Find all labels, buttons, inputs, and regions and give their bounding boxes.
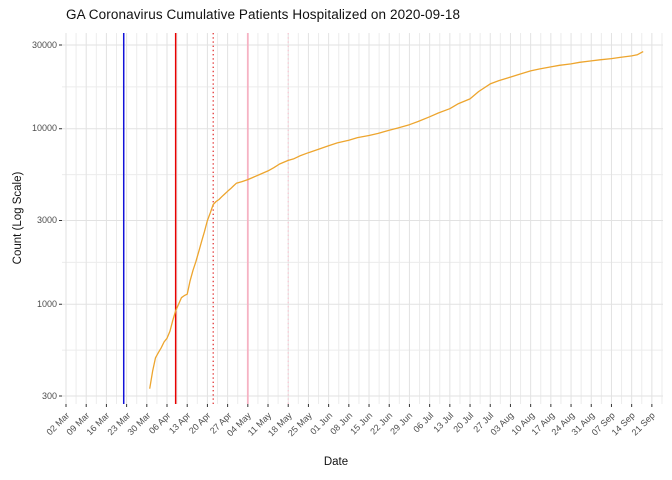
y-tick-label: 30000 xyxy=(31,39,57,50)
y-axis-title: Count (Log Scale) xyxy=(12,171,24,265)
series-line xyxy=(149,51,644,389)
y-tick-label: 300 xyxy=(41,390,57,401)
chart-title: GA Coronavirus Cumulative Patients Hospi… xyxy=(66,7,461,22)
y-tick-label: 10000 xyxy=(31,123,57,134)
y-tick-label: 3000 xyxy=(36,215,57,225)
x-axis-title: Date xyxy=(323,456,349,468)
y-tick-label: 1000 xyxy=(36,298,57,309)
